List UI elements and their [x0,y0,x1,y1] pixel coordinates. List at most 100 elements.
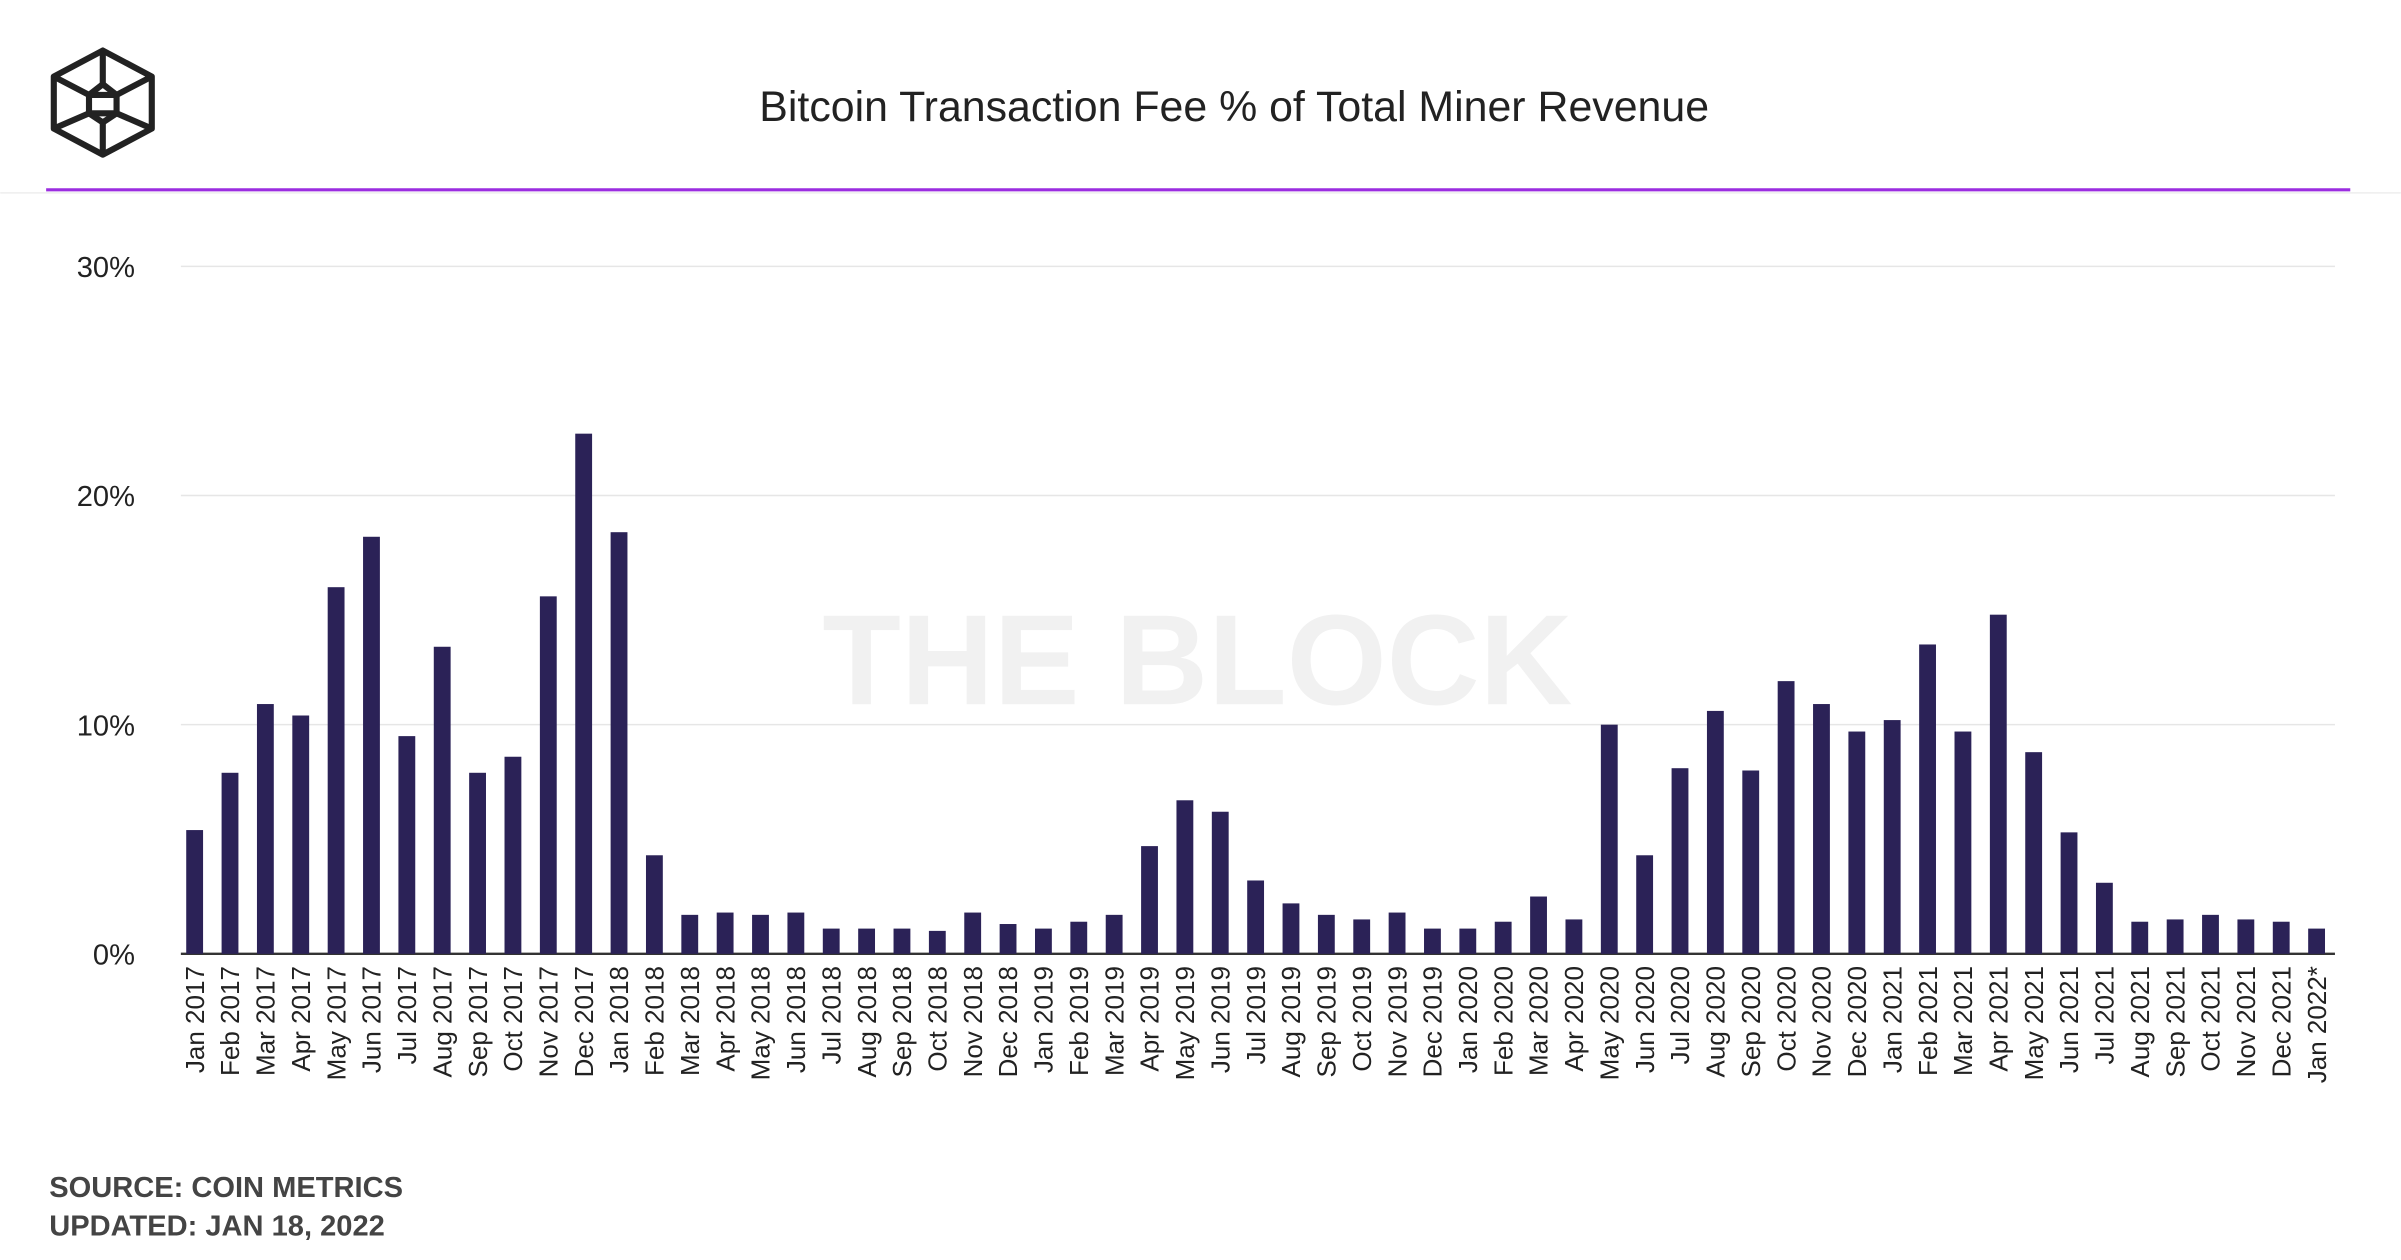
x-tick-label: Feb 2020 [1488,966,1518,1076]
x-tick-label: Oct 2021 [2196,966,2226,1072]
bar [1600,724,1618,954]
x-tick-label: Oct 2020 [1771,966,1801,1072]
x-tick-label: Jan 2017 [180,966,210,1073]
x-tick-label: Jan 2018 [604,966,634,1073]
bar [928,930,946,954]
x-tick-label: Nov 2019 [1382,966,1412,1077]
y-axis: 0% 10% 20% 30% [77,252,135,971]
bar [752,914,769,954]
x-tick-label: May 2021 [2019,966,2049,1080]
bar [610,532,628,954]
x-tick-label: Jun 2021 [2054,966,2084,1073]
bar [1777,681,1795,954]
bar [1883,720,1901,954]
bar [2237,919,2255,954]
bar [999,924,1017,954]
bar [681,914,699,954]
bar [1989,614,2007,954]
y-tick-label: 0% [93,940,135,972]
bar [2131,921,2149,954]
bar [1636,855,1654,954]
bar [2308,928,2326,954]
x-tick-label: Feb 2021 [1913,966,1943,1076]
x-tick-label: Apr 2018 [710,966,740,1072]
x-tick-label: Dec 2018 [993,966,1023,1077]
bar [716,912,734,954]
x-tick-label: Mar 2019 [1099,966,1129,1076]
bar [1565,919,1583,954]
y-tick-label: 10% [77,710,135,742]
bar [1530,896,1547,954]
x-tick-label: Jul 2021 [2090,966,2120,1064]
bar [822,928,840,954]
bar [1706,710,1724,954]
x-tick-label: Nov 2017 [533,966,563,1077]
bar [327,587,345,954]
x-tick-label: Apr 2021 [1983,966,2013,1072]
bar [504,756,522,954]
bar [1247,880,1265,954]
bar [1954,731,1972,954]
x-tick-label: May 2017 [321,966,351,1080]
bar [1424,928,1441,954]
bar [787,912,805,954]
x-tick-label: Dec 2020 [1842,966,1872,1077]
x-tick-label: Sep 2021 [2160,966,2190,1077]
bar [1671,768,1689,954]
x-tick-label: Apr 2020 [1559,966,1589,1072]
x-tick-label: Jul 2018 [816,966,846,1064]
bar [2060,832,2078,954]
x-tick-label: Mar 2020 [1524,966,1554,1076]
bar [186,830,204,954]
x-tick-label: Jan 2022* [2302,966,2332,1083]
x-tick-label: Jul 2017 [392,966,422,1064]
x-tick-label: Mar 2018 [675,966,705,1076]
logo-inner-cube-icon [85,81,120,126]
x-tick-label: Aug 2019 [1276,966,1306,1077]
x-tick-label: May 2019 [1170,966,1200,1080]
x-tick-label: Nov 2020 [1807,966,1837,1077]
bar [1282,903,1300,954]
bar [1919,644,1936,954]
x-tick-label: Sep 2019 [1312,966,1342,1077]
x-tick-label: Dec 2021 [2266,966,2296,1077]
x-tick-label: May 2020 [1594,966,1624,1080]
bar [1388,912,1406,954]
bar [398,736,416,954]
bar [1070,921,1088,954]
bar [1211,811,1229,954]
x-tick-label: Aug 2021 [2125,966,2155,1077]
x-tick-label: Sep 2018 [887,966,917,1077]
x-tick-label: Jul 2020 [1665,966,1695,1064]
x-tick-label: Feb 2017 [215,966,245,1076]
bar [964,912,982,954]
x-tick-label: Sep 2020 [1736,966,1766,1077]
bar [1494,921,1512,954]
logo [50,47,155,158]
x-tick-label: Jan 2019 [1029,966,1059,1073]
x-tick-label: Aug 2020 [1701,966,1731,1077]
x-tick-label: Jul 2019 [1241,966,1271,1064]
x-tick-label: May 2018 [746,966,776,1080]
x-tick-label: Oct 2019 [1347,966,1377,1072]
x-tick-label: Nov 2018 [958,966,988,1077]
x-tick-label: Apr 2019 [1135,966,1165,1072]
x-tick-label: Dec 2017 [569,966,599,1077]
x-axis: Jan 2017 Feb 2017 Mar 2017 Apr 2017 May 2017… [180,966,2332,1083]
x-tick-label: Oct 2017 [498,966,528,1072]
x-tick-label: Jun 2017 [357,966,387,1073]
x-tick-label: Aug 2018 [852,966,882,1077]
x-tick-label: Jun 2018 [781,966,811,1073]
bar [1317,914,1335,954]
watermark: THE BLOCK [822,589,1572,732]
y-tick-label: 30% [77,252,135,284]
x-tick-label: Feb 2018 [640,966,670,1076]
x-tick-label: Mar 2017 [251,966,281,1076]
x-tick-label: Jun 2019 [1205,966,1235,1073]
x-tick-label: Jan 2020 [1453,966,1483,1073]
y-tick-label: 20% [77,481,135,513]
bar [893,928,911,954]
bar [2202,914,2219,954]
x-tick-label: Sep 2017 [463,966,493,1077]
